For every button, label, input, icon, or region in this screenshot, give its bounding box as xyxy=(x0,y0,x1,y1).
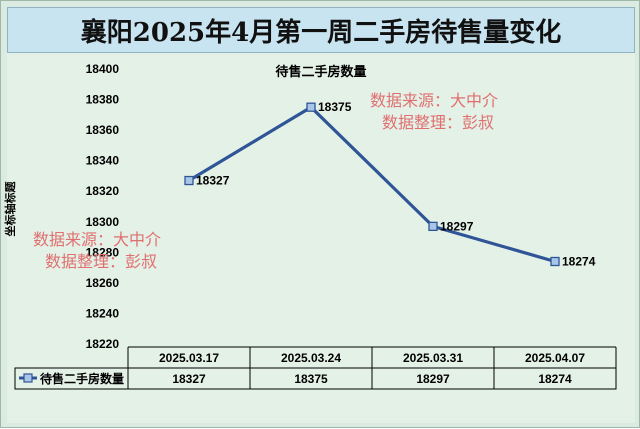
watermark-editor: 数据整理：彭叔 xyxy=(382,113,494,132)
x-category-label: 2025.03.24 xyxy=(281,351,341,365)
title-banner: 襄阳2025年4月第一周二手房待售量变化 xyxy=(7,7,635,53)
y-tick-label: 18380 xyxy=(86,93,120,107)
y-tick-label: 18280 xyxy=(86,245,120,259)
y-tick-label: 18320 xyxy=(86,184,120,198)
data-label: 18297 xyxy=(440,219,474,233)
y-tick-label: 18400 xyxy=(86,62,120,76)
series-group: 18327 18375 18297 18274 xyxy=(184,100,596,269)
y-tick-label: 18340 xyxy=(86,154,120,168)
y-tick-label: 18220 xyxy=(86,337,120,351)
watermark-group: 数据来源：大中介 数据整理：彭叔 数据来源：大中介 数据整理：彭叔 xyxy=(33,91,498,271)
page-title: 襄阳2025年4月第一周二手房待售量变化 xyxy=(80,17,562,48)
data-table: 2025.03.17 18327 2025.03.24 18375 2025.03.31… xyxy=(14,346,617,390)
y-axis: 18400 18380 18360 18340 18320 18300 18280 18260… xyxy=(86,62,120,351)
y-tick-label: 18260 xyxy=(86,276,120,290)
table-value-cell: 18274 xyxy=(538,372,572,386)
data-label: 18327 xyxy=(196,174,230,188)
plot-panel xyxy=(7,53,635,423)
watermark-source: 数据来源：大中介 xyxy=(33,230,161,249)
table-value-cell: 18327 xyxy=(172,372,206,386)
data-point-marker xyxy=(184,175,194,186)
x-category-label: 2025.03.17 xyxy=(159,351,219,365)
y-tick-label: 18300 xyxy=(86,215,120,229)
legend-series-name: 待售二手房数量 xyxy=(40,371,124,386)
x-category-label: 2025.03.31 xyxy=(403,351,463,365)
data-label: 18274 xyxy=(562,255,596,269)
chart-title: 待售二手房数量 xyxy=(274,64,366,80)
data-point-marker xyxy=(306,102,316,112)
table-value-cell: 18297 xyxy=(416,372,450,386)
watermark-source: 数据来源：大中介 xyxy=(370,91,498,110)
series-line xyxy=(188,105,556,264)
data-point-marker xyxy=(550,256,560,267)
data-point-marker xyxy=(428,221,438,232)
table-value-cell: 18375 xyxy=(294,372,328,386)
watermark-editor: 数据整理：彭叔 xyxy=(45,252,157,271)
x-category-label: 2025.04.07 xyxy=(525,351,585,365)
legend-marker-key xyxy=(23,373,33,383)
y-axis-label: 坐标轴标题 xyxy=(3,181,17,237)
y-tick-label: 18360 xyxy=(86,123,120,137)
y-tick-label: 18240 xyxy=(86,306,120,320)
data-label: 18375 xyxy=(318,100,352,114)
